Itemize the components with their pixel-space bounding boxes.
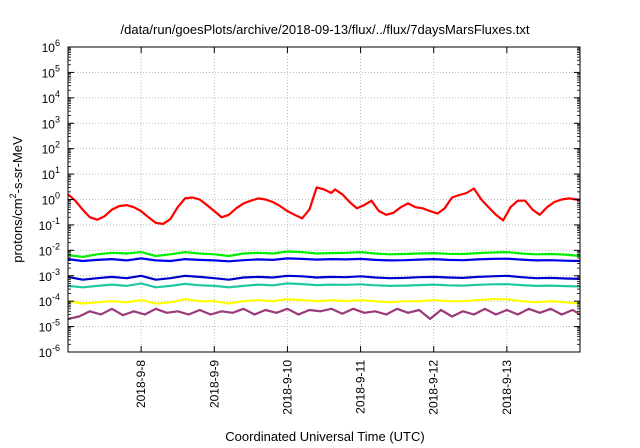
series-line-1	[67, 186, 580, 225]
y-tick-label: 103	[42, 114, 60, 131]
x-tick-label: 2018-9-11	[354, 360, 368, 414]
y-axis-title: protons/cm2-s-sr-MeV	[8, 136, 25, 263]
y-tick-label: 104	[42, 89, 60, 106]
y-tick-label: 10-4	[39, 292, 60, 309]
series-line-4	[67, 274, 581, 281]
series-line-6	[67, 298, 581, 305]
y-tick-label: 105	[42, 63, 60, 80]
x-tick-label: 2018-9-12	[427, 360, 441, 415]
series-line-5	[67, 282, 581, 289]
x-tick-label: 2018-9-10	[280, 360, 294, 415]
y-axis-ticks: 10-6 10-5 10-4 10-3 10-2 10-1 100 101 102 103 104 1…	[39, 38, 580, 360]
x-tick-label: 2018-9-13	[500, 360, 514, 415]
x-tick-label: 2018-9-9	[207, 360, 221, 408]
series-lines	[67, 186, 581, 320]
y-tick-label: 10-6	[39, 343, 60, 360]
y-tick-label: 10-3	[39, 267, 60, 284]
y-tick-label: 10-5	[39, 318, 60, 335]
x-tick-label: 2018-9-8	[134, 360, 148, 408]
series-line-2	[67, 250, 581, 258]
x-axis-title: Coordinated Universal Time (UTC)	[225, 429, 424, 444]
y-tick-label: 102	[42, 140, 60, 157]
x-axis-ticks: 2018-9-8 2018-9-9 2018-9-10 2018-9-11 2018-9…	[134, 47, 514, 415]
y-tick-label: 10-2	[39, 241, 60, 258]
grid-lines	[68, 47, 580, 352]
chart-title: /data/run/goesPlots/archive/2018-09-13/f…	[121, 22, 530, 37]
series-line-3	[67, 257, 581, 263]
series-line-7	[67, 307, 581, 320]
y-tick-label: 10-1	[39, 216, 60, 233]
y-tick-label: 106	[42, 38, 60, 55]
y-tick-label: 100	[42, 191, 60, 208]
y-tick-label: 101	[42, 165, 60, 182]
